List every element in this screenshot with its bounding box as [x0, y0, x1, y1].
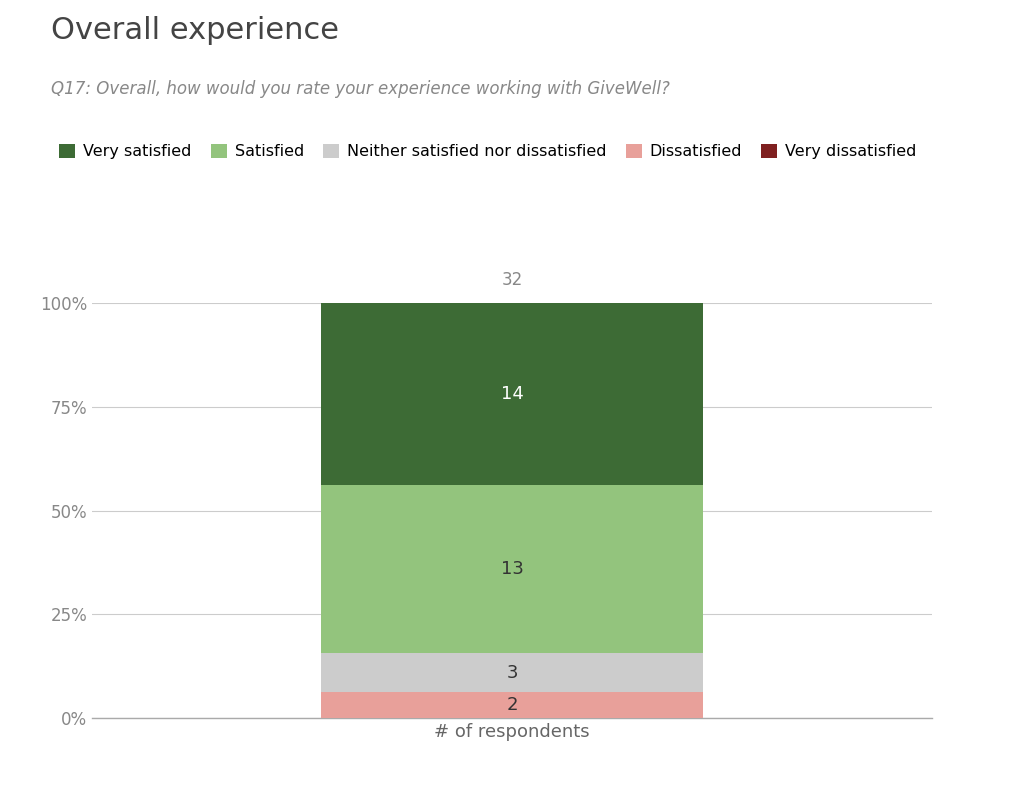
- Text: 32: 32: [502, 271, 522, 289]
- Bar: [322, 485, 702, 654]
- Text: Overall experience: Overall experience: [51, 16, 339, 45]
- Bar: [322, 303, 702, 484]
- Text: Q17: Overall, how would you rate your experience working with GiveWell?: Q17: Overall, how would you rate your ex…: [51, 80, 670, 98]
- Bar: [322, 654, 702, 692]
- Text: 13: 13: [501, 560, 523, 578]
- Legend: Very satisfied, Satisfied, Neither satisfied nor dissatisfied, Dissatisfied, Ver: Very satisfied, Satisfied, Neither satis…: [59, 144, 916, 160]
- Text: 14: 14: [501, 385, 523, 403]
- Bar: [322, 692, 702, 718]
- Text: 2: 2: [506, 696, 518, 714]
- Text: 3: 3: [506, 664, 518, 681]
